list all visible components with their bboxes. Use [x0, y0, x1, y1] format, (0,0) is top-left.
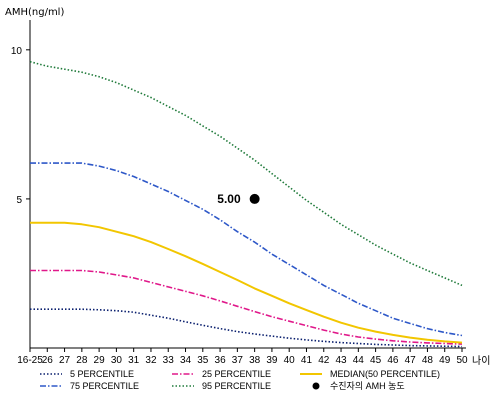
legend-item: 수진자의 AMH 농도: [312, 381, 405, 391]
x-tick-label: 34: [180, 355, 192, 366]
legend: 5 PERCENTILE 25 PERCENTILE MEDIAN(50 PERCE…: [40, 369, 440, 391]
patient-amh-point: [249, 193, 260, 204]
series-line-median-50-percentile: [30, 221, 463, 344]
x-tick-label: 45: [370, 355, 382, 366]
legend-label: 5 PERCENTILE: [70, 369, 134, 379]
legend-item: 95 PERCENTILE: [172, 381, 271, 391]
legend-label: MEDIAN(50 PERCENTILE): [330, 369, 440, 379]
legend-label: 75 PERCENTILE: [70, 381, 139, 391]
x-tick-label: 26: [42, 355, 54, 366]
x-tick-label: 39: [266, 355, 278, 366]
x-tick-label: 16-25: [17, 355, 43, 366]
legend-label: 수진자의 AMH 농도: [330, 381, 405, 391]
legend-point-marker: [312, 382, 320, 390]
x-tick-label: 43: [335, 355, 347, 366]
series-line-5-percentile: [30, 308, 463, 348]
legend-label: 25 PERCENTILE: [202, 369, 271, 379]
x-tick-label: 27: [59, 355, 71, 366]
x-tick-label: 28: [76, 355, 88, 366]
x-tick-label: 50: [456, 355, 468, 366]
x-tick-label: 48: [422, 355, 434, 366]
y-tick-label: 5: [16, 195, 22, 206]
series-line-25-percentile: [30, 269, 463, 345]
legend-item: 5 PERCENTILE: [40, 369, 134, 379]
x-tick-label: 41: [301, 355, 313, 366]
y-axis-label: AMH(ng/ml): [5, 7, 64, 18]
x-tick-label: 44: [353, 355, 365, 366]
legend-item: 25 PERCENTILE: [172, 369, 271, 379]
series-lines: [29, 60, 463, 348]
x-tick-label: 38: [249, 355, 261, 366]
patient-point-layer: 5.00: [217, 192, 260, 206]
x-tick-label: 40: [284, 355, 296, 366]
legend-item: MEDIAN(50 PERCENTILE): [300, 369, 440, 379]
legend-label: 95 PERCENTILE: [202, 381, 271, 391]
x-tick-label: 46: [387, 355, 399, 366]
x-tick-label: 47: [405, 355, 417, 366]
x-tick-label: 37: [232, 355, 244, 366]
patient-amh-label: 5.00: [217, 192, 241, 206]
x-tick-label: 30: [111, 355, 123, 366]
series-line-95-percentile: [29, 60, 463, 287]
x-tick-label: 36: [215, 355, 227, 366]
y-tick-label: 10: [11, 46, 23, 57]
x-tick-label: 49: [439, 355, 451, 366]
x-axis-title-group: 나이: [472, 355, 490, 367]
x-tick-label: 29: [94, 355, 106, 366]
x-tick-label: 32: [145, 355, 157, 366]
x-axis-label: 나이: [472, 355, 490, 367]
x-tick-label: 33: [163, 355, 175, 366]
legend-item: 75 PERCENTILE: [40, 381, 139, 391]
x-tick-label: 31: [128, 355, 140, 366]
x-tick-label: 35: [197, 355, 209, 366]
series-line-75-percentile: [30, 162, 463, 337]
x-tick-label: 42: [318, 355, 330, 366]
y-axis-title: AMH(ng/ml): [5, 7, 64, 18]
